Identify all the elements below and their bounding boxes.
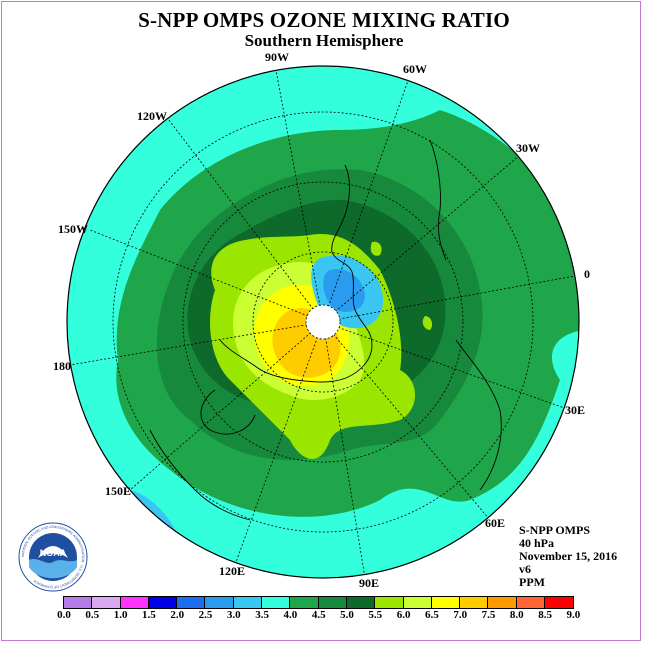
contour-low-2.5 bbox=[323, 269, 365, 312]
colorbar-tick-label: 5.0 bbox=[340, 609, 354, 621]
colorbar-segment bbox=[488, 597, 517, 608]
colorbar bbox=[63, 596, 575, 609]
colorbar-segment bbox=[148, 597, 178, 608]
coastline bbox=[149, 139, 502, 521]
colorbar-segment bbox=[120, 597, 149, 608]
colorbar-tick-label: 6.5 bbox=[425, 609, 439, 621]
colorbar-segment bbox=[346, 597, 376, 608]
colorbar-tick-label: 6.0 bbox=[396, 609, 411, 621]
colorbar-segment bbox=[64, 597, 93, 608]
colorbar-tick-label: 8.5 bbox=[538, 609, 552, 621]
colorbar-segment bbox=[516, 597, 546, 608]
map-subtitle: Southern Hemisphere bbox=[244, 31, 404, 50]
colorbar-tick-label: 2.5 bbox=[198, 609, 213, 621]
info-instrument: S-NPP OMPS bbox=[519, 523, 590, 537]
colorbar-tick-label: 0.0 bbox=[57, 609, 71, 621]
colorbar-tick-label: 9.0 bbox=[566, 609, 581, 621]
colorbar-segment bbox=[403, 597, 432, 608]
colorbar-tick-label: 2.0 bbox=[170, 609, 185, 621]
colorbar-segment bbox=[92, 597, 121, 608]
lon-label-30w: 30W bbox=[516, 141, 540, 155]
lon-label-90e: 90E bbox=[359, 576, 379, 590]
colorbar-tick-label: 1.0 bbox=[113, 609, 128, 621]
colorbar-tick-label: 4.5 bbox=[311, 609, 326, 621]
colorbar-tick-label: 0.5 bbox=[85, 609, 100, 621]
map-border bbox=[66, 65, 580, 579]
lon-label-60e: 60E bbox=[485, 516, 505, 530]
colorbar-tick-label: 4.0 bbox=[283, 609, 298, 621]
colorbar-tick-label: 7.5 bbox=[481, 609, 496, 621]
colorbar-segment bbox=[318, 597, 347, 608]
lon-label-90w: 90W bbox=[265, 50, 289, 64]
lon-label-30e: 30E bbox=[565, 403, 585, 417]
colorbar-segment bbox=[262, 597, 291, 608]
graticule bbox=[69, 66, 579, 578]
lon-label-150w: 150W bbox=[58, 222, 88, 236]
colorbar-tick-label: 3.5 bbox=[255, 609, 269, 621]
map-title: S-NPP OMPS OZONE MIXING RATIO bbox=[138, 8, 510, 32]
ozone-field bbox=[67, 66, 579, 578]
colorbar-segment bbox=[431, 597, 461, 608]
colorbar-tick-label: 8.0 bbox=[509, 609, 524, 621]
figure-frame bbox=[1, 1, 641, 641]
colorbar-segment bbox=[233, 597, 263, 608]
colorbar-segment bbox=[290, 597, 319, 608]
colorbar-segment bbox=[460, 597, 489, 608]
lon-label-120e: 120E bbox=[219, 564, 245, 578]
colorbar-segment bbox=[205, 597, 234, 608]
info-units: PPM bbox=[519, 575, 545, 589]
lon-label-0: 0 bbox=[584, 267, 590, 281]
lon-label-120w: 120W bbox=[137, 109, 167, 123]
info-panel: S-NPP OMPS 40 hPa November 15, 2016 v6 P… bbox=[519, 524, 617, 589]
patch-5.5-a bbox=[370, 241, 382, 256]
lon-label-180: 180 bbox=[53, 359, 71, 373]
info-date: November 15, 2016 bbox=[519, 549, 618, 563]
logo-text: NOAA bbox=[40, 548, 67, 558]
colorbar-segment bbox=[177, 597, 206, 608]
info-version: v6 bbox=[519, 562, 531, 576]
colorbar-tick-label: 3.0 bbox=[226, 609, 241, 621]
colorbar-tick-label: 5.5 bbox=[368, 609, 383, 621]
lon-label-60w: 60W bbox=[403, 62, 427, 76]
pole-hole bbox=[305, 304, 341, 340]
lon-label-150e: 150E bbox=[105, 484, 131, 498]
info-level: 40 hPa bbox=[519, 536, 555, 550]
noaa-logo: NOAA NATIONAL OCEANIC AND ATMOSPHERIC AD… bbox=[18, 522, 88, 592]
colorbar-segment bbox=[375, 597, 404, 608]
colorbar-tick-label: 1.5 bbox=[142, 609, 156, 621]
colorbar-segment bbox=[545, 597, 574, 608]
colorbar-ticks: 0.0 0.5 1.0 1.5 2.0 2.5 3.0 3.5 4.0 4.5 5.0 5.5 6.0 6… bbox=[0, 609, 648, 623]
colorbar-tick-label: 7.0 bbox=[453, 609, 468, 621]
patch-5.5-b bbox=[422, 316, 433, 330]
